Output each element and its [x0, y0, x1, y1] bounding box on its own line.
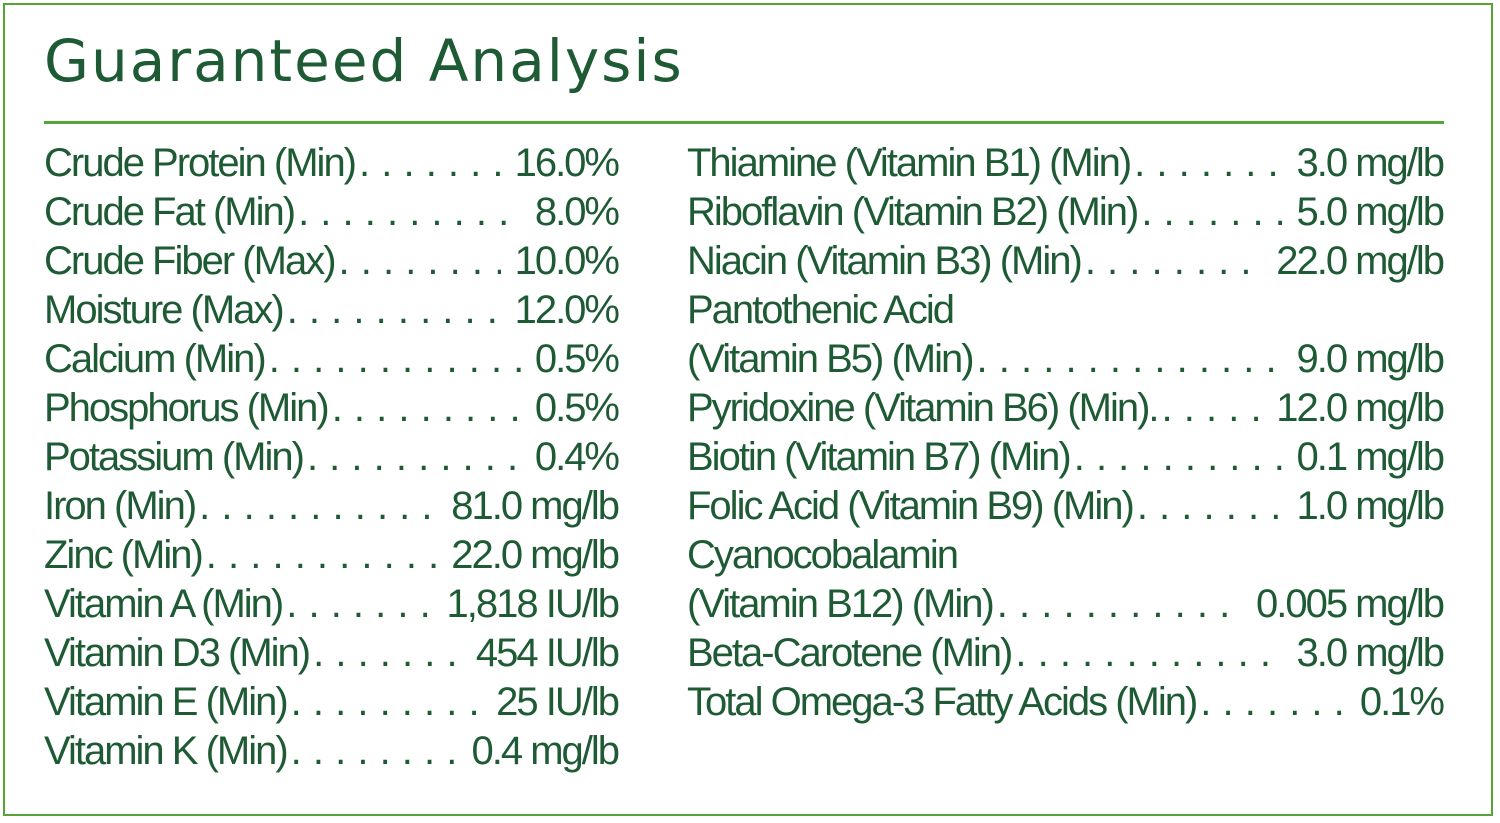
- nutrient-label: Crude Protein (Min): [44, 141, 357, 185]
- dot-leader: [1133, 482, 1283, 531]
- nutrient-row: Crude Fiber (Max) 10.0%: [44, 237, 620, 286]
- nutrient-row: Total Omega-3 Fatty Acids (Min) 0.1%: [687, 678, 1445, 727]
- nutrient-row: (Vitamin B12) (Min) 0.005 mg/lb: [687, 580, 1445, 629]
- nutrient-heading: Pantothenic Acid: [687, 288, 955, 332]
- nutrient-row: Niacin (Vitamin B3) (Min) 22.0 mg/lb: [687, 237, 1445, 286]
- dot-leader: [355, 139, 501, 188]
- nutrient-value: 12.0%: [514, 288, 620, 332]
- dot-leader: [973, 335, 1283, 384]
- nutrient-value: 8.0%: [534, 190, 620, 234]
- nutrient-value: 0.4%: [534, 435, 620, 479]
- nutrient-label: (Vitamin B12) (Min): [687, 582, 995, 626]
- dot-leader: [993, 580, 1242, 629]
- label-border: [3, 3, 1493, 816]
- nutrient-label: Moisture (Max): [44, 288, 285, 332]
- dot-leader: [328, 384, 521, 433]
- dot-leader: [1196, 678, 1346, 727]
- dot-leader: [1081, 237, 1262, 286]
- nutrient-row: Potassium (Min) 0.4%: [44, 433, 620, 482]
- dot-leader: [283, 286, 501, 335]
- nutrient-value: 16.0%: [514, 141, 620, 185]
- nutrient-row: Riboflavin (Vitamin B2) (Min) 5.0 mg/lb: [687, 188, 1445, 237]
- nutrient-value: 0.4 mg/lb: [471, 729, 620, 773]
- nutrient-value: 0.1%: [1359, 680, 1445, 724]
- nutrient-row: Iron (Min) 81.0 mg/lb: [44, 482, 620, 531]
- nutrient-label: Biotin (Vitamin B7) (Min): [687, 435, 1072, 479]
- nutrient-value: 9.0 mg/lb: [1296, 337, 1445, 381]
- dot-leader: [294, 188, 521, 237]
- nutrient-value: 0.5%: [534, 337, 620, 381]
- nutrient-value: 5.0 mg/lb: [1296, 190, 1445, 234]
- nutrient-row: Phosphorus (Min) 0.5%: [44, 384, 620, 433]
- dot-leader: [335, 237, 501, 286]
- nutrient-value: 0.005 mg/lb: [1255, 582, 1445, 626]
- nutrient-value: 25 IU/lb: [496, 680, 620, 724]
- nutrient-value: 3.0 mg/lb: [1296, 141, 1445, 185]
- nutrient-label: Vitamin E (Min): [44, 680, 289, 724]
- nutrient-value: 81.0 mg/lb: [451, 484, 620, 528]
- nutrient-label: Vitamin D3 (Min): [44, 631, 311, 675]
- nutrient-value: 10.0%: [514, 239, 620, 283]
- nutrient-row: Vitamin K (Min) 0.4 mg/lb: [44, 727, 620, 776]
- nutrient-row: (Vitamin B5) (Min) 9.0 mg/lb: [687, 335, 1445, 384]
- nutrient-row: Biotin (Vitamin B7) (Min) 0.1 mg/lb: [687, 433, 1445, 482]
- nutrient-label: Niacin (Vitamin B3) (Min): [687, 239, 1083, 283]
- dot-leader: [287, 678, 482, 727]
- dot-leader: [282, 580, 432, 629]
- nutrient-label: Calcium (Min): [44, 337, 267, 381]
- nutrient-label: Crude Fat (Min): [44, 190, 296, 234]
- nutrient-value: 0.5%: [534, 386, 620, 430]
- dot-leader: [1137, 188, 1282, 237]
- left-nutrient-list: Crude Protein (Min) 16.0% Crude Fat (Min) 8…: [44, 139, 620, 776]
- nutrient-label: Total Omega-3 Fatty Acids (Min): [687, 680, 1198, 724]
- nutrient-label: Crude Fiber (Max): [44, 239, 337, 283]
- nutrient-row: Zinc (Min) 22.0 mg/lb: [44, 531, 620, 580]
- nutrient-row: Crude Fat (Min) 8.0%: [44, 188, 620, 237]
- dot-leader: [1158, 384, 1263, 433]
- dot-leader: [287, 727, 458, 776]
- nutrient-label: Iron (Min): [44, 484, 197, 528]
- page-title: Guaranteed Analysis: [44, 27, 684, 95]
- nutrient-value: 0.1 mg/lb: [1296, 435, 1445, 479]
- nutrient-row: Calcium (Min) 0.5%: [44, 335, 620, 384]
- nutrient-label: Pyridoxine (Vitamin B6) (Min).: [687, 386, 1160, 430]
- dot-leader: [265, 335, 521, 384]
- nutrient-value: 22.0 mg/lb: [1276, 239, 1445, 283]
- nutrient-heading: Cyanocobalamin: [687, 533, 959, 577]
- nutrient-row: Pyridoxine (Vitamin B6) (Min). 12.0 mg/lb: [687, 384, 1445, 433]
- nutrient-label: Vitamin A (Min): [44, 582, 284, 626]
- nutrient-value: 12.0 mg/lb: [1276, 386, 1445, 430]
- dot-leader: [309, 629, 462, 678]
- nutrient-label: (Vitamin B5) (Min): [687, 337, 975, 381]
- nutrient-label: Beta-Carotene (Min): [687, 631, 1013, 675]
- nutrient-value: 1,818 IU/lb: [446, 582, 620, 626]
- nutrient-label: Folic Acid (Vitamin B9) (Min): [687, 484, 1135, 528]
- nutrient-label: Thiamine (Vitamin B1) (Min): [687, 141, 1132, 185]
- dot-leader: [1070, 433, 1283, 482]
- dot-leader: [1130, 139, 1282, 188]
- nutrient-row: Vitamin E (Min) 25 IU/lb: [44, 678, 620, 727]
- nutrient-row: Crude Protein (Min) 16.0%: [44, 139, 620, 188]
- nutrient-row: Beta-Carotene (Min) 3.0 mg/lb: [687, 629, 1445, 678]
- dot-leader: [195, 482, 437, 531]
- nutrient-value: 22.0 mg/lb: [451, 533, 620, 577]
- nutrient-label: Vitamin K (Min): [44, 729, 289, 773]
- dot-leader: [202, 531, 437, 580]
- nutrient-label: Phosphorus (Min): [44, 386, 330, 430]
- nutrient-value: 3.0 mg/lb: [1296, 631, 1445, 675]
- nutrient-value: 1.0 mg/lb: [1296, 484, 1445, 528]
- nutrient-row: Vitamin A (Min) 1,818 IU/lb: [44, 580, 620, 629]
- nutrient-row: Folic Acid (Vitamin B9) (Min) 1.0 mg/lb: [687, 482, 1445, 531]
- title-divider: [44, 121, 1444, 124]
- right-nutrient-list: Thiamine (Vitamin B1) (Min)3.0 mg/lbRibo…: [687, 139, 1445, 727]
- nutrient-row: Vitamin D3 (Min) 454 IU/lb: [44, 629, 620, 678]
- nutrient-label: Potassium (Min): [44, 435, 305, 479]
- nutrient-row: Thiamine (Vitamin B1) (Min) 3.0 mg/lb: [687, 139, 1445, 188]
- dot-leader: [1011, 629, 1282, 678]
- nutrient-label: Riboflavin (Vitamin B2) (Min): [687, 190, 1139, 234]
- nutrient-label: Zinc (Min): [44, 533, 204, 577]
- dot-leader: [303, 433, 521, 482]
- nutrient-row: Moisture (Max) 12.0%: [44, 286, 620, 335]
- nutrient-value: 454 IU/lb: [475, 631, 620, 675]
